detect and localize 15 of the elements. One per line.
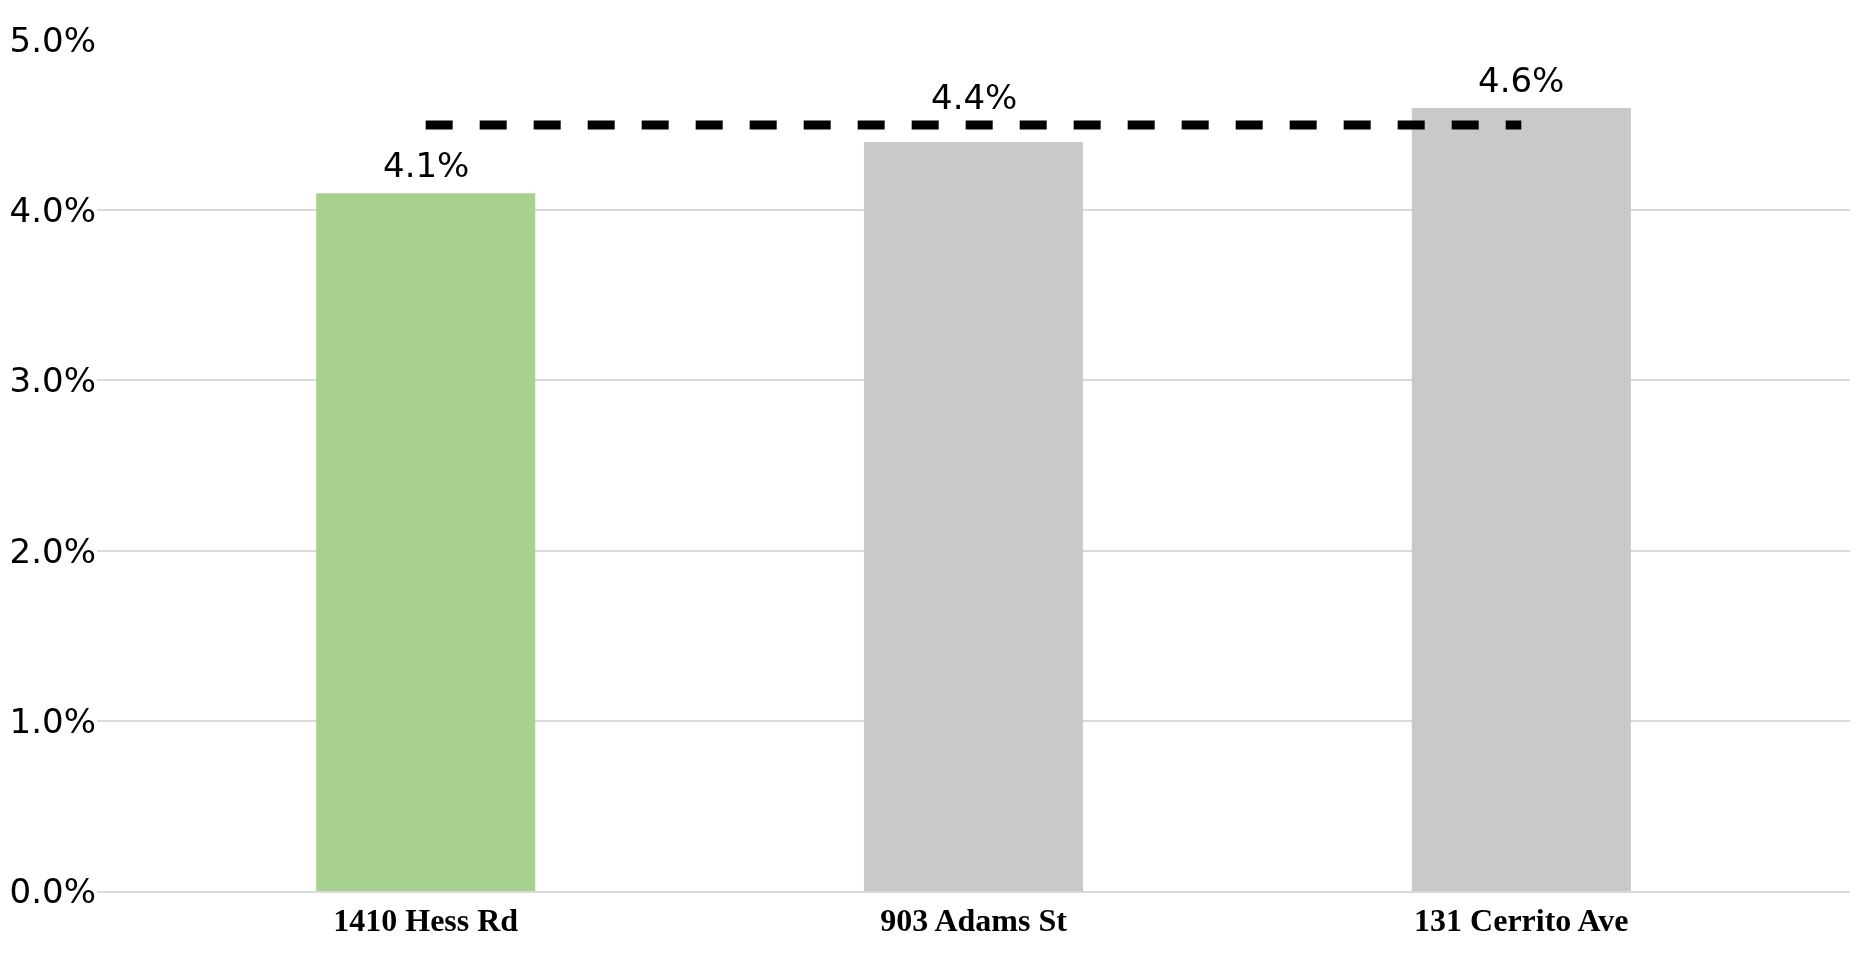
x-tick-label: 903 Adams St (880, 902, 1068, 939)
bar (316, 193, 536, 891)
data-label: 4.4% (931, 77, 1018, 117)
bar (863, 142, 1084, 891)
y-tick-label: 1.0% (9, 700, 96, 741)
y-tick-label: 4.0% (9, 190, 96, 231)
data-label: 4.1% (383, 145, 470, 185)
x-tick-label: 131 Cerrito Ave (1414, 902, 1629, 939)
data-label: 4.6% (1478, 60, 1565, 100)
x-tick-label: 1410 Hess Rd (333, 902, 519, 939)
y-tick-label: 5.0% (9, 19, 96, 60)
y-tick-label: 3.0% (9, 360, 96, 401)
bar (1411, 108, 1631, 891)
y-tick-label: 2.0% (9, 530, 96, 571)
y-tick-label: 0.0% (9, 870, 96, 911)
